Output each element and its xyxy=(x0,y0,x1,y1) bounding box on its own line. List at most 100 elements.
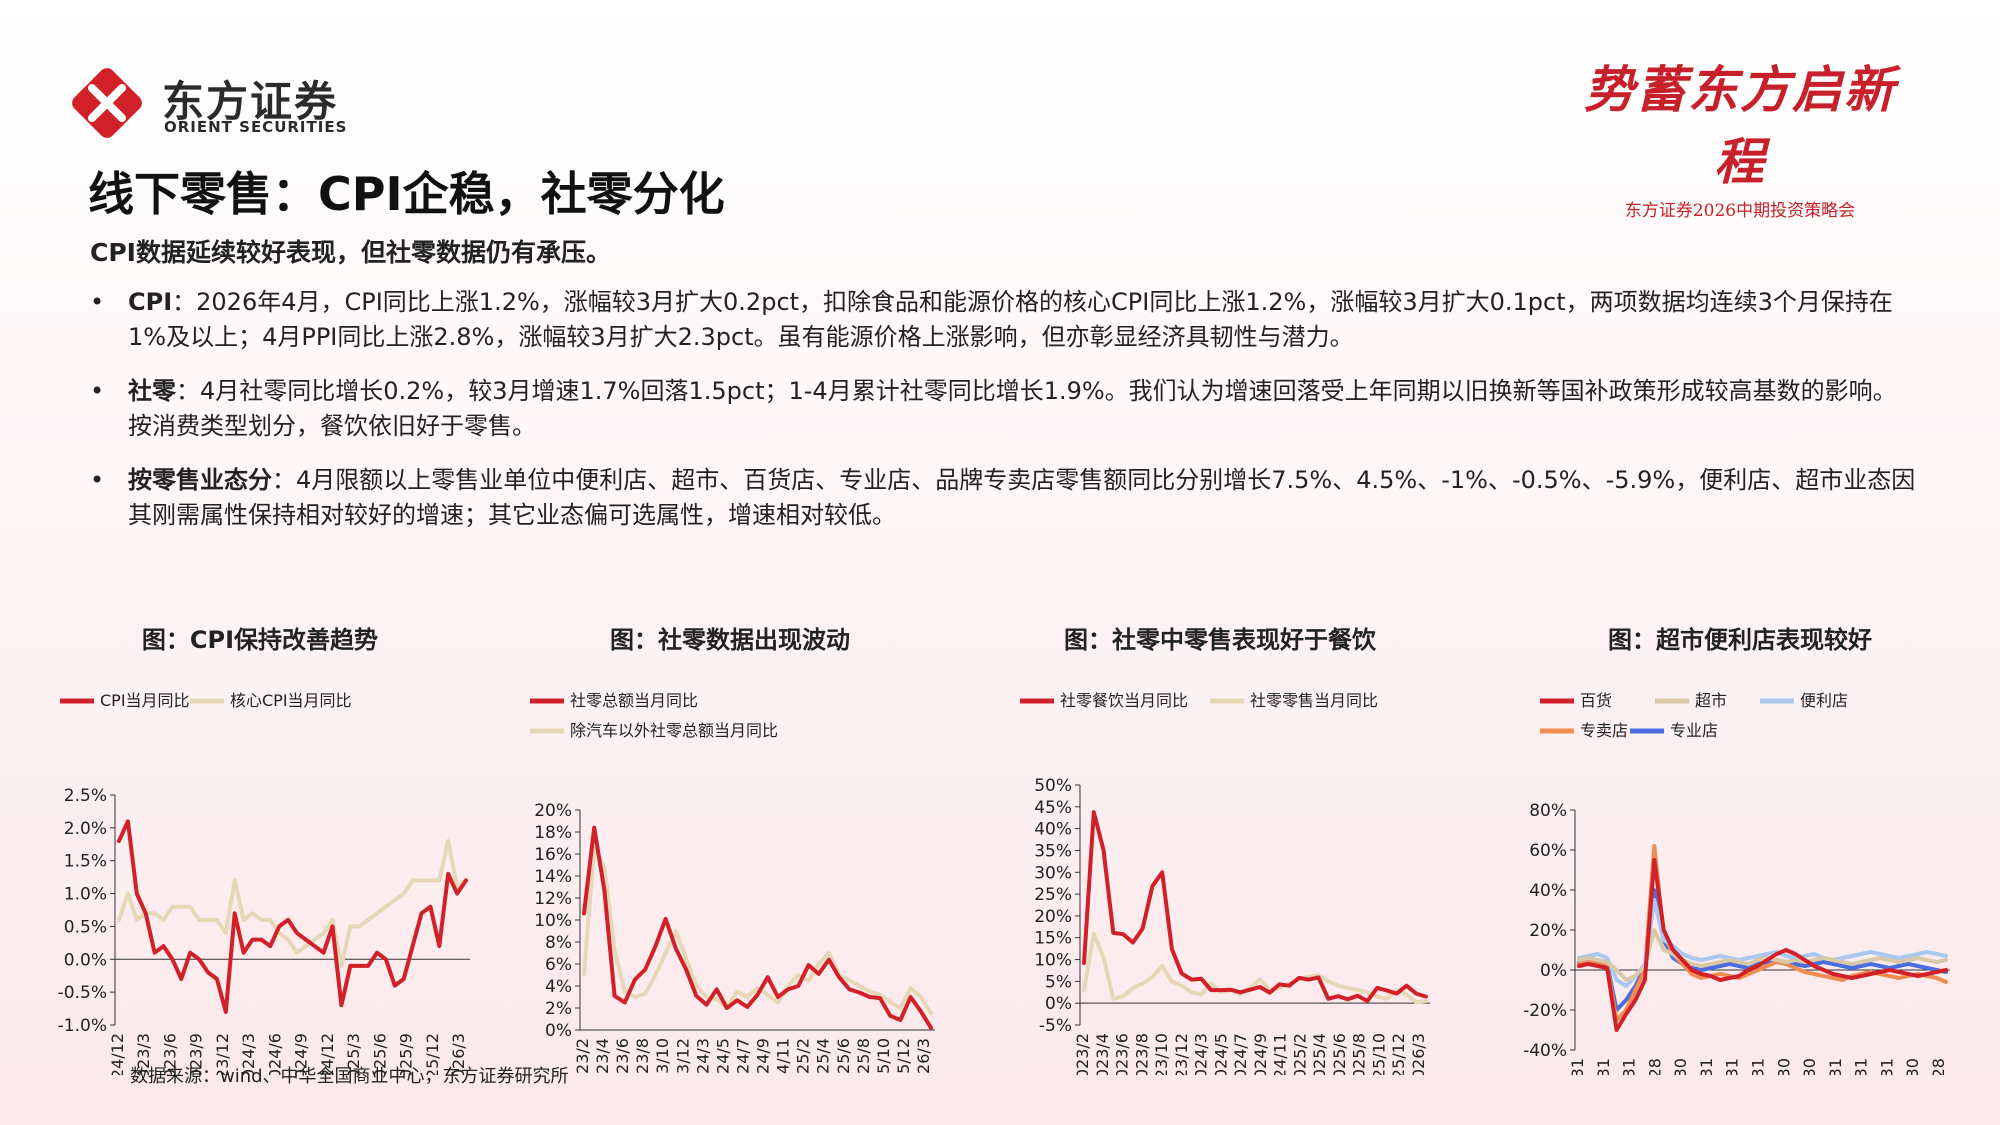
x-tick-label: 2024/3 xyxy=(239,1033,258,1075)
y-tick-label: 12% xyxy=(534,889,572,909)
x-tick-label: 2025/3 xyxy=(344,1033,363,1075)
chart-title: 图：超市便利店表现较好 xyxy=(1608,626,1872,654)
legend-label: 专业店 xyxy=(1670,721,1718,740)
y-tick-label: 8% xyxy=(545,933,572,953)
x-tick-label: 2025/8 xyxy=(1350,1033,1369,1075)
x-tick-label: 2025/4 xyxy=(814,1038,833,1075)
y-tick-label: 40% xyxy=(1034,820,1072,840)
chart-title: 图：社零中零售表现好于餐饮 xyxy=(1064,626,1376,654)
x-tick-label: 2023/7/31 xyxy=(1749,1058,1768,1075)
x-tick-label: 2021/3/31 xyxy=(1620,1058,1639,1075)
y-tick-label: 0% xyxy=(1045,994,1072,1014)
data-source: 数据来源：wind、中华全国商业中心，东方证券研究所 xyxy=(130,1066,569,1087)
legend-label: 百货 xyxy=(1580,691,1612,710)
y-tick-label: 25% xyxy=(1034,885,1072,905)
series-line xyxy=(582,846,933,1016)
x-tick-label: 2025/2 xyxy=(794,1038,813,1075)
x-tick-label: 2024/9 xyxy=(1251,1033,1270,1075)
page-subtitle: CPI数据延续较好表现，但社零数据仍有承压。 xyxy=(90,238,611,267)
x-tick-label: 2025/8 xyxy=(854,1038,873,1075)
bullet-text: ：4月社零同比增长0.2%，较3月增速1.7%回落1.5pct；1-4月累计社零… xyxy=(128,377,1897,440)
x-tick-label: 2025/6 xyxy=(370,1033,389,1075)
series-line xyxy=(1577,858,1948,1032)
bullet-marker: • xyxy=(90,466,105,494)
y-tick-label: 2.5% xyxy=(64,786,107,806)
legend-label: 社零零售当月同比 xyxy=(1250,691,1378,710)
x-tick-label: 2026/3 xyxy=(449,1033,468,1075)
x-tick-label: 2026/3 xyxy=(914,1038,933,1075)
x-tick-label: 2023/12 xyxy=(1172,1033,1191,1075)
legend-label: CPI当月同比 xyxy=(100,691,190,710)
y-tick-label: 5% xyxy=(1045,972,1072,992)
x-tick-label: 2023/10 xyxy=(1152,1033,1171,1075)
y-tick-label: -5% xyxy=(1039,1016,1072,1036)
x-tick-label: 2023/4 xyxy=(1093,1033,1112,1075)
x-tick-label: 2023/6 xyxy=(1113,1033,1132,1075)
x-tick-label: 2020/3/31 xyxy=(1594,1058,1613,1075)
page-title: 线下零售：CPI企稳，社零分化 xyxy=(88,167,725,221)
y-tick-label: 6% xyxy=(545,955,572,975)
slogan-sub: 东方证券2026中期投资策略会 xyxy=(1624,201,1856,221)
x-tick-label: 2024/5 xyxy=(713,1038,732,1075)
y-tick-label: 50% xyxy=(1034,776,1072,796)
bullet-text: ：4月限额以上零售业单位中便利店、超市、百货店、专业店、品牌专卖店零售额同比分别… xyxy=(128,466,1916,529)
x-tick-label: 2024/7 xyxy=(1231,1033,1250,1075)
y-tick-label: -0.5% xyxy=(58,983,107,1003)
bullet-formats: • 按零售业态分：4月限额以上零售业单位中便利店、超市、百货店、专业店、品牌专卖… xyxy=(90,463,1920,533)
y-tick-label: 14% xyxy=(534,867,572,887)
x-tick-label: 2025/9 xyxy=(397,1033,416,1075)
company-logo: 东方证券 ORIENT SECURITIES xyxy=(70,62,370,142)
legend-label: 社零餐饮当月同比 xyxy=(1060,691,1188,710)
bullet-list: • CPI：2026年4月，CPI同比上涨1.2%，涨幅较3月扩大0.2pct，… xyxy=(90,285,1920,552)
y-tick-label: 20% xyxy=(534,801,572,821)
y-tick-label: 4% xyxy=(545,977,572,997)
x-tick-label: 2023/3/31 xyxy=(1723,1058,1742,1075)
y-tick-label: 15% xyxy=(1034,929,1072,949)
x-tick-label: 2024/11 xyxy=(1271,1033,1290,1075)
x-tick-label: 2024/9 xyxy=(292,1033,311,1075)
chart-title: 图：社零数据出现波动 xyxy=(610,626,850,654)
x-tick-label: 2024/9 xyxy=(754,1038,773,1075)
x-tick-label: 2022/6/30 xyxy=(1671,1058,1690,1075)
series-line xyxy=(1082,931,1428,1005)
x-tick-label: 2023/2 xyxy=(1073,1033,1092,1075)
x-tick-label: 2023/2 xyxy=(573,1038,592,1075)
y-tick-label: 0% xyxy=(1540,961,1567,981)
y-tick-label: 10% xyxy=(534,911,572,931)
y-tick-label: 1.5% xyxy=(64,852,107,872)
x-tick-label: 2022/10/31 xyxy=(1697,1058,1716,1075)
y-tick-label: -1.0% xyxy=(58,1016,107,1036)
bullet-text: ：2026年4月，CPI同比上涨1.2%，涨幅较3月扩大0.2pct，扣除食品和… xyxy=(128,288,1893,351)
y-tick-label: 35% xyxy=(1034,841,1072,861)
bullet-marker: • xyxy=(90,288,105,316)
y-tick-label: 60% xyxy=(1529,841,1567,861)
bullet-label: 按零售业态分 xyxy=(128,466,272,494)
y-tick-label: -40% xyxy=(1523,1041,1567,1061)
logo-text-cn: 东方证券 xyxy=(162,77,339,126)
x-tick-label: 2025/2 xyxy=(1290,1033,1309,1075)
x-tick-label: 2025/10 xyxy=(1369,1033,1388,1075)
chart-retail-total: 图：社零数据出现波动 社零总额当月同比 除汽车以外社零总额当月同比 20% 18% 16… xyxy=(510,620,950,1075)
bullet-marker: • xyxy=(90,377,105,405)
x-tick-label: 2025/6 xyxy=(1330,1033,1349,1075)
x-tick-label: 2023/3 xyxy=(134,1033,153,1075)
x-tick-label: 2023/4 xyxy=(593,1038,612,1075)
conference-slogan: 势蓄东方启新程 东方证券2026中期投资策略会 xyxy=(1560,50,1920,221)
y-tick-label: 2.0% xyxy=(64,819,107,839)
x-tick-label: 2025/12 xyxy=(1389,1033,1408,1075)
x-tick-label: 2025/4 xyxy=(1310,1033,1329,1075)
bullet-retail: • 社零：4月社零同比增长0.2%，较3月增速1.7%回落1.5pct；1-4月… xyxy=(90,374,1920,444)
y-tick-label: 10% xyxy=(1034,951,1072,971)
series-line xyxy=(1577,844,1948,1022)
legend-label: 便利店 xyxy=(1800,691,1848,710)
x-tick-label: 2024/6 xyxy=(265,1033,284,1075)
chart-title: 图：CPI保持改善趋势 xyxy=(141,626,379,654)
series-line xyxy=(117,819,468,1014)
x-tick-label: 2024/12 xyxy=(108,1033,127,1075)
y-tick-label: 45% xyxy=(1034,798,1072,818)
x-tick-label: 2024/7 xyxy=(733,1038,752,1075)
y-tick-label: -20% xyxy=(1523,1001,1567,1021)
y-tick-label: 20% xyxy=(1529,921,1567,941)
